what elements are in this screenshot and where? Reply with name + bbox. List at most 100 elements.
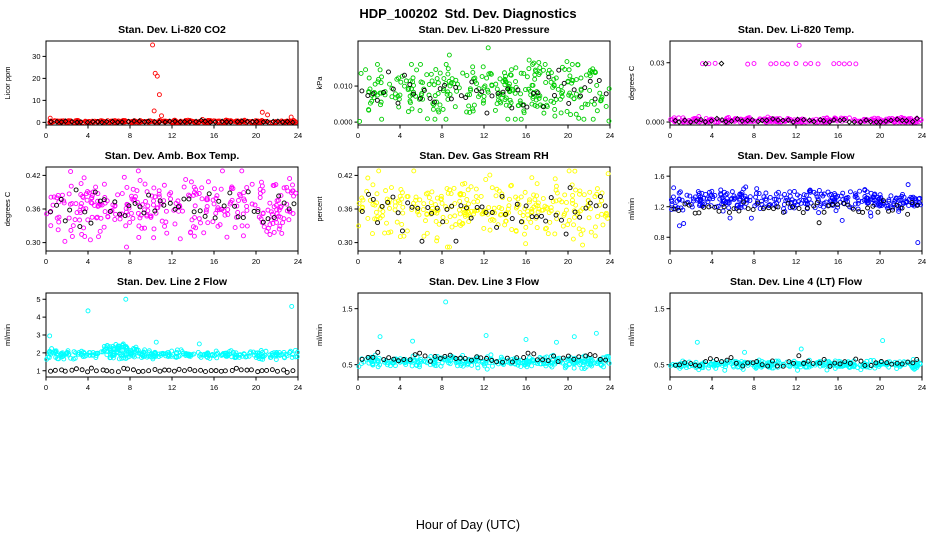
subplot-title: Stan. Dev. Line 2 Flow [116, 276, 228, 288]
x-axis-label: Hour of Day (UTC) [415, 518, 521, 532]
svg-text:20: 20 [564, 383, 572, 392]
subplot-title: Stan. Dev. Li-820 CO2 [118, 24, 226, 36]
svg-text:4: 4 [398, 257, 402, 266]
svg-text:20: 20 [876, 257, 884, 266]
svg-text:3: 3 [36, 331, 40, 340]
svg-text:1.6: 1.6 [654, 172, 664, 181]
svg-text:8: 8 [128, 383, 132, 392]
svg-text:2: 2 [36, 348, 40, 357]
scatter-plot-canvas: 0 4 8 12 16 20 24 0.5 1.5 ml/min [627, 292, 926, 392]
subplot-title: Stan. Dev. Line 3 Flow [428, 276, 540, 288]
svg-text:16: 16 [522, 257, 530, 266]
subplot-amb-box-temp: Stan. Dev. Amb. Box Temp. 0 4 8 12 16 20 24 0.3… [0, 150, 312, 275]
subplot-title: Stan. Dev. Sample Flow [737, 150, 855, 162]
svg-text:1.2: 1.2 [654, 202, 664, 211]
svg-text:8: 8 [440, 257, 444, 266]
svg-text:0: 0 [44, 257, 48, 266]
svg-text:16: 16 [210, 131, 218, 140]
subplot-line3-flow: Stan. Dev. Line 3 Flow 0 4 8 12 16 20 24 0.5 1.5… [312, 276, 624, 401]
scatter-plot-canvas: 0 4 8 12 16 20 24 0.000 0.03 degrees C [627, 40, 926, 140]
svg-text:4: 4 [710, 383, 714, 392]
svg-text:0.8: 0.8 [654, 233, 664, 242]
subplot-title: Stan. Dev. Li-820 Temp. [737, 24, 855, 36]
svg-text:4: 4 [398, 383, 402, 392]
svg-text:20: 20 [564, 257, 572, 266]
scatter-plot-canvas: 0 4 8 12 16 20 24 0 10 20 30 Licor ppm [3, 40, 302, 140]
subplot-line4-flow: Stan. Dev. Line 4 (LT) Flow 0 4 8 12 16 20 24 0… [624, 276, 936, 401]
subplot-li820-temp: Stan. Dev. Li-820 Temp. 0 4 8 12 16 20 24 0.000… [624, 24, 936, 149]
subplot-li820-pressure: Stan. Dev. Li-820 Pressure 0 4 8 12 16 20 24 0.… [312, 24, 624, 149]
svg-text:4: 4 [36, 313, 40, 322]
svg-text:0.010: 0.010 [334, 82, 353, 91]
svg-text:0.000: 0.000 [646, 118, 665, 127]
svg-text:1.5: 1.5 [342, 304, 352, 313]
svg-text:0: 0 [36, 118, 40, 127]
svg-text:0.42: 0.42 [338, 171, 353, 180]
svg-text:0.42: 0.42 [26, 171, 41, 180]
svg-text:30: 30 [32, 52, 40, 61]
svg-text:12: 12 [480, 257, 488, 266]
svg-text:16: 16 [210, 383, 218, 392]
svg-text:1: 1 [36, 366, 40, 375]
subplot-li820-co2: Stan. Dev. Li-820 CO2 0 4 8 12 16 20 24 0 10 20 30… [0, 24, 312, 149]
svg-text:24: 24 [918, 131, 926, 140]
svg-text:0.5: 0.5 [342, 360, 352, 369]
svg-text:ml/min: ml/min [3, 324, 12, 346]
subplot-sample-flow: Stan. Dev. Sample Flow 0 4 8 12 16 20 24 0.8 1.2… [624, 150, 936, 275]
page-title: HDP_100202 Std. Dev. Diagnostics [359, 6, 577, 21]
plot-grid: Stan. Dev. Li-820 CO2 0 4 8 12 16 20 24 0 10 20 30… [0, 24, 936, 401]
svg-text:24: 24 [606, 131, 614, 140]
svg-text:12: 12 [792, 257, 800, 266]
svg-text:20: 20 [564, 131, 572, 140]
scatter-plot-canvas: 0 4 8 12 16 20 24 0.30 0.36 0.42 degrees C [3, 166, 302, 266]
svg-text:16: 16 [522, 383, 530, 392]
svg-text:4: 4 [710, 257, 714, 266]
subplot-title: Stan. Dev. Gas Stream RH [419, 150, 549, 162]
svg-text:0.03: 0.03 [650, 58, 665, 67]
svg-text:8: 8 [440, 383, 444, 392]
svg-text:0: 0 [356, 257, 360, 266]
svg-text:24: 24 [918, 257, 926, 266]
svg-text:ml/min: ml/min [315, 324, 324, 346]
svg-text:0.36: 0.36 [26, 205, 41, 214]
svg-text:Licor ppm: Licor ppm [3, 67, 12, 100]
scatter-plot-canvas: 0 4 8 12 16 20 24 0.8 1.2 1.6 ml/min [627, 166, 926, 266]
scatter-plot-canvas: 0 4 8 12 16 20 24 0.000 0.010 kPa [315, 40, 614, 140]
subplot-gas-stream-rh: Stan. Dev. Gas Stream RH 0 4 8 12 16 20 24 0.30… [312, 150, 624, 275]
svg-text:12: 12 [480, 131, 488, 140]
svg-text:24: 24 [606, 383, 614, 392]
svg-text:8: 8 [440, 131, 444, 140]
scatter-plot-canvas: 0 4 8 12 16 20 24 0.5 1.5 ml/min [315, 292, 614, 392]
svg-text:16: 16 [834, 383, 842, 392]
svg-text:8: 8 [752, 257, 756, 266]
svg-text:5: 5 [36, 295, 40, 304]
svg-text:4: 4 [86, 257, 90, 266]
svg-text:12: 12 [168, 257, 176, 266]
svg-text:20: 20 [252, 383, 260, 392]
svg-text:0: 0 [668, 257, 672, 266]
svg-text:0.000: 0.000 [334, 118, 353, 127]
svg-text:0.30: 0.30 [26, 238, 41, 247]
svg-text:16: 16 [834, 257, 842, 266]
subplot-title: Stan. Dev. Li-820 Pressure [418, 24, 550, 36]
svg-text:0: 0 [356, 131, 360, 140]
svg-text:24: 24 [606, 257, 614, 266]
svg-text:0.30: 0.30 [338, 238, 353, 247]
svg-text:10: 10 [32, 96, 40, 105]
svg-text:12: 12 [792, 383, 800, 392]
svg-text:8: 8 [752, 383, 756, 392]
svg-text:percent: percent [315, 196, 324, 222]
svg-text:20: 20 [876, 131, 884, 140]
svg-text:24: 24 [294, 383, 302, 392]
svg-text:4: 4 [710, 131, 714, 140]
svg-text:12: 12 [168, 131, 176, 140]
svg-text:20: 20 [32, 74, 40, 83]
svg-text:ml/min: ml/min [627, 324, 636, 346]
svg-text:kPa: kPa [315, 76, 324, 90]
svg-text:12: 12 [168, 383, 176, 392]
svg-text:24: 24 [918, 383, 926, 392]
svg-text:degrees C: degrees C [3, 191, 12, 226]
subplot-title: Stan. Dev. Line 4 (LT) Flow [729, 276, 863, 288]
svg-text:20: 20 [252, 257, 260, 266]
